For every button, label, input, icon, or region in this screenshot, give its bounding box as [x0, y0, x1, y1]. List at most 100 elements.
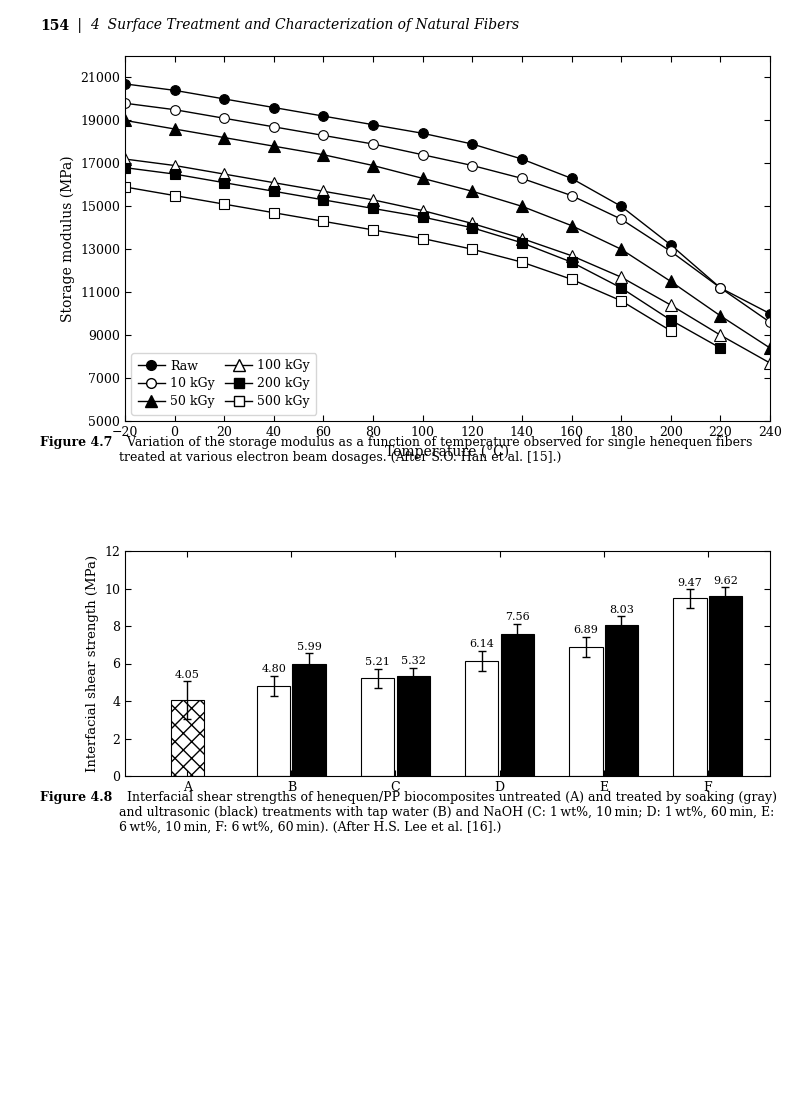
Text: Variation of the storage modulus as a function of temperature observed for singl: Variation of the storage modulus as a fu…	[118, 436, 752, 464]
Text: 9.62: 9.62	[713, 576, 738, 586]
200 kGy	[318, 193, 328, 206]
500 kGy	[120, 181, 130, 194]
Bar	[465, 661, 498, 776]
100 kGy	[616, 270, 626, 283]
Legend: Raw, 10 kGy, 50 kGy, 100 kGy, 200 kGy, 500 kGy: Raw, 10 kGy, 50 kGy, 100 kGy, 200 kGy, 5…	[131, 354, 316, 415]
Text: 7.56: 7.56	[505, 613, 529, 623]
500 kGy	[666, 324, 675, 337]
50 kGy	[120, 114, 130, 127]
200 kGy	[566, 256, 576, 269]
200 kGy	[468, 221, 477, 234]
Text: 5.99: 5.99	[297, 642, 322, 652]
500 kGy	[566, 272, 576, 286]
200 kGy	[666, 314, 675, 327]
100 kGy	[418, 204, 427, 218]
Text: 6.89: 6.89	[574, 625, 598, 635]
Text: Figure 4.7: Figure 4.7	[40, 436, 112, 449]
500 kGy	[418, 232, 427, 246]
50 kGy	[368, 158, 378, 172]
Line: 200 kGy: 200 kGy	[120, 163, 725, 353]
50 kGy	[666, 275, 675, 288]
10 kGy	[368, 137, 378, 151]
100 kGy	[517, 232, 527, 246]
10 kGy	[566, 189, 576, 202]
10 kGy	[269, 121, 279, 134]
50 kGy	[318, 148, 328, 162]
100 kGy	[766, 356, 775, 369]
100 kGy	[120, 153, 130, 166]
Raw	[766, 307, 775, 320]
50 kGy	[716, 309, 725, 323]
Y-axis label: Storage modulus (MPa): Storage modulus (MPa)	[60, 155, 74, 321]
50 kGy	[517, 200, 527, 213]
100 kGy	[318, 184, 328, 198]
100 kGy	[170, 158, 179, 172]
Raw	[318, 109, 328, 123]
50 kGy	[170, 123, 179, 136]
Text: 4.80: 4.80	[261, 664, 286, 674]
100 kGy	[468, 217, 477, 230]
100 kGy	[220, 167, 229, 181]
Bar	[570, 647, 603, 776]
Bar	[604, 625, 638, 776]
Raw	[269, 100, 279, 114]
Text: 5.21: 5.21	[365, 657, 390, 667]
Raw	[170, 84, 179, 97]
10 kGy	[418, 148, 427, 162]
50 kGy	[468, 184, 477, 198]
10 kGy	[517, 172, 527, 185]
100 kGy	[666, 298, 675, 311]
50 kGy	[616, 242, 626, 256]
500 kGy	[468, 242, 477, 256]
10 kGy	[766, 316, 775, 329]
Text: 4  Surface Treatment and Characterization of Natural Fibers: 4 Surface Treatment and Characterization…	[90, 19, 519, 32]
100 kGy	[269, 176, 279, 190]
Raw	[120, 77, 130, 90]
Bar	[673, 598, 706, 776]
Raw	[368, 118, 378, 132]
50 kGy	[418, 172, 427, 185]
Line: 10 kGy: 10 kGy	[120, 98, 775, 327]
200 kGy	[120, 161, 130, 174]
Bar	[292, 664, 325, 776]
500 kGy	[269, 206, 279, 220]
500 kGy	[616, 295, 626, 308]
10 kGy	[666, 244, 675, 258]
Text: 5.32: 5.32	[401, 656, 426, 666]
Raw	[616, 200, 626, 213]
Line: 100 kGy: 100 kGy	[119, 154, 776, 368]
10 kGy	[120, 97, 130, 110]
200 kGy	[220, 176, 229, 190]
50 kGy	[220, 131, 229, 144]
500 kGy	[318, 214, 328, 228]
Raw	[468, 137, 477, 151]
Bar	[709, 596, 742, 776]
Text: 4.05: 4.05	[175, 670, 200, 680]
Bar	[397, 676, 430, 776]
200 kGy	[418, 210, 427, 223]
500 kGy	[220, 198, 229, 211]
200 kGy	[170, 167, 179, 181]
Raw	[517, 153, 527, 166]
X-axis label: Temperature (°C): Temperature (°C)	[386, 444, 510, 459]
Text: 154: 154	[40, 19, 70, 32]
50 kGy	[269, 140, 279, 153]
500 kGy	[368, 223, 378, 237]
10 kGy	[716, 281, 725, 295]
Bar	[501, 634, 534, 776]
Raw	[220, 93, 229, 106]
500 kGy	[170, 189, 179, 202]
50 kGy	[766, 341, 775, 355]
Y-axis label: Interfacial shear strength (MPa): Interfacial shear strength (MPa)	[85, 555, 99, 772]
200 kGy	[368, 202, 378, 215]
Line: 500 kGy: 500 kGy	[120, 182, 675, 336]
Text: 8.03: 8.03	[609, 605, 634, 615]
10 kGy	[318, 128, 328, 142]
Text: 6.14: 6.14	[469, 639, 495, 650]
200 kGy	[616, 281, 626, 295]
Text: |: |	[73, 18, 86, 33]
Line: 50 kGy: 50 kGy	[119, 115, 776, 354]
Text: Interfacial shear strengths of henequen/PP biocomposites untreated (A) and treat: Interfacial shear strengths of henequen/…	[118, 791, 777, 834]
100 kGy	[716, 328, 725, 341]
Text: 9.47: 9.47	[678, 578, 702, 587]
